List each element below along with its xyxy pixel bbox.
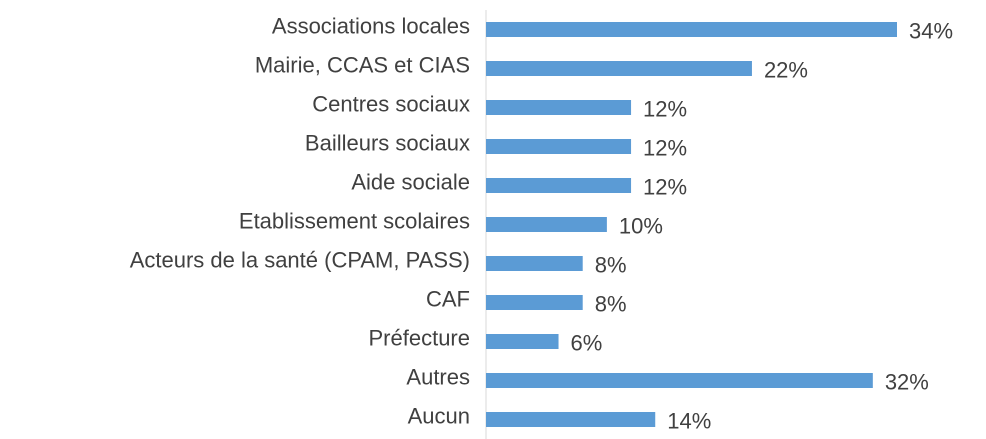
category-label: Etablissement scolaires — [239, 208, 470, 233]
bar — [486, 373, 873, 388]
category-label: Associations locales — [272, 13, 470, 38]
bar — [486, 100, 632, 115]
data-label: 8% — [595, 291, 627, 316]
data-label: 14% — [667, 408, 711, 433]
category-label: Préfecture — [369, 325, 471, 350]
category-label: CAF — [426, 286, 470, 311]
data-label: 32% — [885, 369, 929, 394]
bar — [486, 412, 656, 427]
category-label: Aucun — [408, 403, 470, 428]
bar — [486, 61, 752, 76]
data-label: 12% — [643, 96, 687, 121]
data-label: 12% — [643, 174, 687, 199]
category-label: Aide sociale — [351, 169, 470, 194]
bar — [486, 217, 607, 232]
category-label: Autres — [406, 364, 470, 389]
data-label: 6% — [571, 330, 603, 355]
category-label: Acteurs de la santé (CPAM, PASS) — [130, 247, 470, 272]
category-label: Centres sociaux — [312, 91, 470, 116]
category-label: Bailleurs sociaux — [305, 130, 470, 155]
bar — [486, 22, 897, 37]
bar — [486, 178, 632, 193]
data-label: 22% — [764, 57, 808, 82]
bar — [486, 334, 559, 349]
data-label: 8% — [595, 252, 627, 277]
bar — [486, 139, 632, 154]
data-label: 10% — [619, 213, 663, 238]
bar — [486, 256, 583, 271]
data-label: 34% — [909, 18, 953, 43]
category-label: Mairie, CCAS et CIAS — [255, 52, 470, 77]
bar — [486, 295, 583, 310]
data-label: 12% — [643, 135, 687, 160]
